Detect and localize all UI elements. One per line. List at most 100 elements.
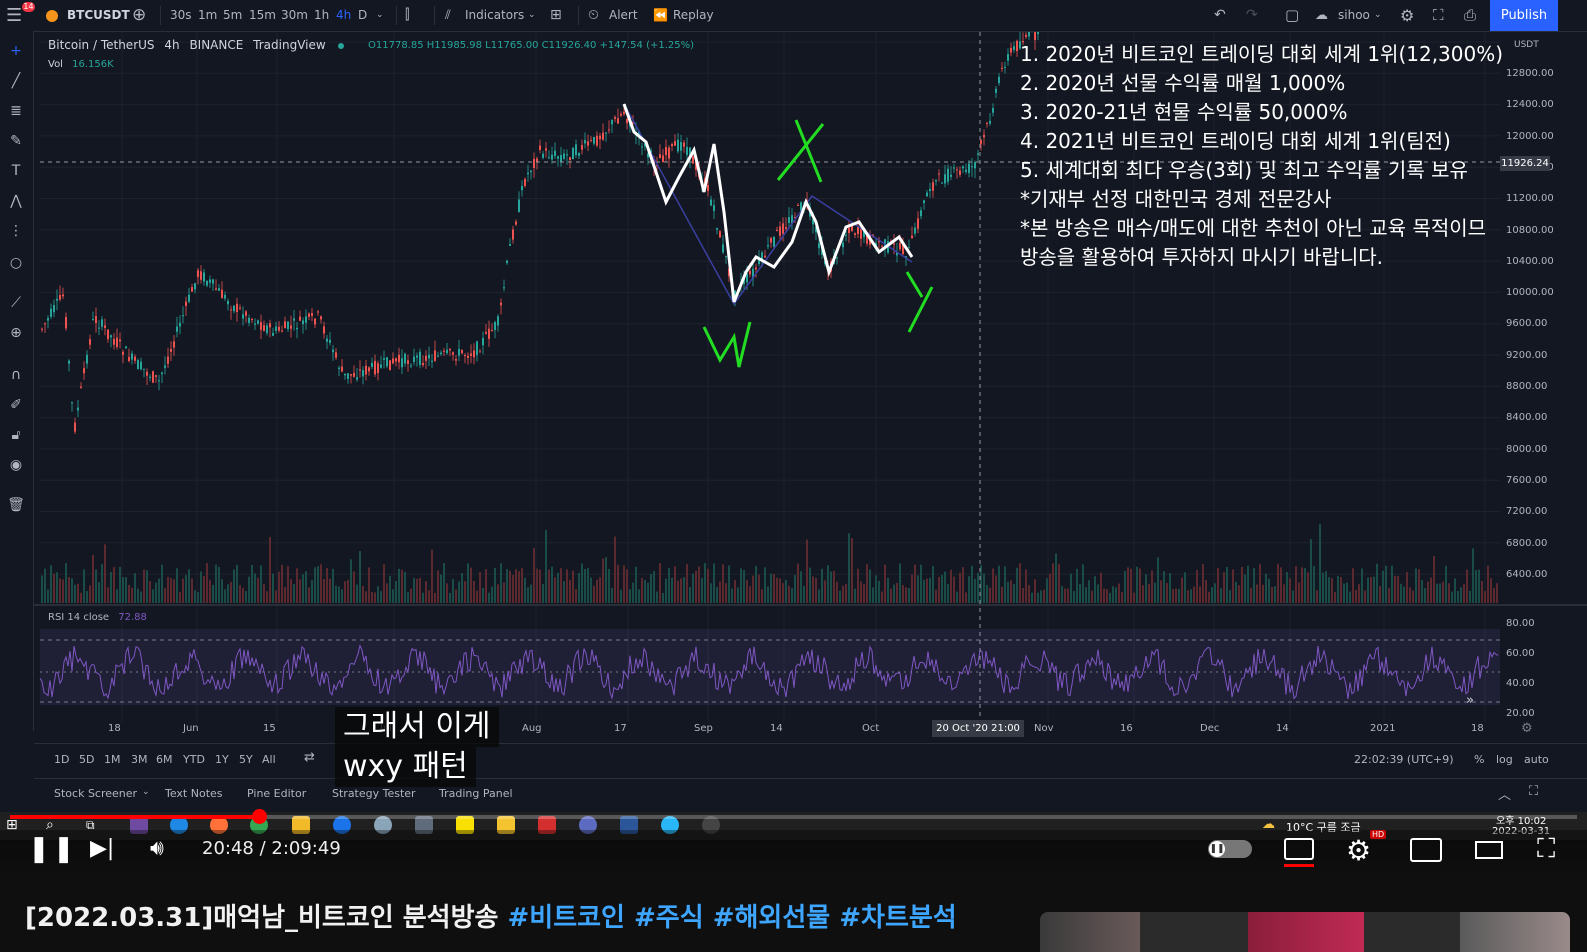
- log-scale-toggle[interactable]: log: [1496, 753, 1513, 766]
- telegram-icon[interactable]: [661, 816, 679, 834]
- circle-shape-icon[interactable]: ○: [9, 255, 23, 271]
- subtitles-icon[interactable]: [1284, 838, 1314, 860]
- symbol-search-button[interactable]: BTCUSDT: [67, 8, 130, 22]
- trash-icon[interactable]: 🗑︎: [7, 497, 25, 513]
- app-icon[interactable]: [130, 816, 148, 834]
- chrome-profile-icon[interactable]: [579, 816, 597, 834]
- edge-icon[interactable]: [170, 816, 188, 834]
- replay-button[interactable]: Replay: [673, 8, 714, 22]
- settings-gear-icon[interactable]: ⚙: [1400, 6, 1415, 25]
- magnet-icon[interactable]: ∩: [10, 367, 22, 383]
- eye-icon[interactable]: ◉: [9, 457, 23, 473]
- pause-icon[interactable]: ❚❚: [28, 834, 78, 864]
- sticky-notes-icon[interactable]: [497, 816, 515, 834]
- maximize-panel-icon[interactable]: ⛶: [1529, 784, 1539, 799]
- firefox-icon[interactable]: [210, 816, 228, 834]
- candle-type-icon[interactable]: ⫿: [405, 7, 410, 23]
- crosshair-icon[interactable]: +: [10, 43, 22, 59]
- undo-icon[interactable]: ↶: [1214, 7, 1226, 23]
- range-button[interactable]: 1Y: [215, 753, 229, 766]
- lock-icon[interactable]: 🔓︎: [11, 427, 21, 443]
- network-app-icon[interactable]: [374, 816, 392, 834]
- zoom-in-icon[interactable]: ⊕: [10, 325, 22, 341]
- progress-scrubber[interactable]: [252, 809, 268, 824]
- task-view-icon[interactable]: ⧉: [86, 818, 95, 832]
- calculator-icon[interactable]: [415, 816, 433, 834]
- hashtag-link[interactable]: #비트코인: [507, 903, 625, 933]
- layout-square-icon[interactable]: ▢: [1285, 6, 1300, 24]
- price-chart[interactable]: [34, 32, 1587, 742]
- obs-icon[interactable]: [702, 816, 720, 834]
- indicators-button[interactable]: Indicators: [465, 8, 525, 22]
- chart-legend[interactable]: Bitcoin / TetherUS 4h BINANCE TradingVie…: [48, 38, 352, 52]
- autoplay-toggle[interactable]: ❚❚: [1208, 840, 1252, 858]
- fib-tool-icon[interactable]: ≣: [10, 103, 22, 119]
- redo-icon[interactable]: ↷: [1246, 7, 1258, 23]
- chevron-down-icon[interactable]: ⌄: [376, 10, 384, 20]
- auto-scale-toggle[interactable]: auto: [1524, 753, 1549, 766]
- progress-bar[interactable]: [10, 815, 1577, 819]
- tab-text-notes[interactable]: Text Notes: [165, 787, 223, 800]
- settings-icon[interactable]: ⚙: [1346, 834, 1372, 867]
- volume-icon[interactable]: 🔊︎: [150, 836, 164, 861]
- tab-trading-panel[interactable]: Trading Panel: [439, 787, 513, 800]
- range-button[interactable]: 3M: [131, 753, 148, 766]
- pattern-icon[interactable]: ⋀: [10, 193, 22, 209]
- percent-scale-toggle[interactable]: %: [1474, 753, 1485, 766]
- text-tool-icon[interactable]: T: [11, 163, 21, 179]
- stay-drawing-icon[interactable]: ✐: [10, 397, 22, 413]
- trend-line-icon[interactable]: ╱: [11, 73, 21, 89]
- compare-add-icon[interactable]: ⊕: [132, 5, 147, 25]
- menu-icon[interactable]: ☰: [6, 5, 23, 26]
- range-button[interactable]: All: [262, 753, 276, 766]
- hashtag-link[interactable]: #차트분석: [839, 903, 957, 933]
- interval-1m[interactable]: 1m: [198, 8, 218, 22]
- templates-grid-icon[interactable]: ⊞: [550, 7, 562, 23]
- layout-name-button[interactable]: sihoo: [1338, 8, 1370, 22]
- thumbnail-image[interactable]: [1460, 912, 1570, 952]
- chevron-down-icon[interactable]: ⌄: [142, 787, 150, 797]
- interval-30m[interactable]: 30m: [281, 8, 308, 22]
- word-icon[interactable]: [620, 816, 638, 834]
- range-button[interactable]: 5Y: [239, 753, 253, 766]
- internet-explorer-icon[interactable]: [333, 816, 351, 834]
- camera-icon[interactable]: ⎙: [1464, 6, 1477, 24]
- tab-strategy-tester[interactable]: Strategy Tester: [332, 787, 416, 800]
- interval-5m[interactable]: 5m: [223, 8, 243, 22]
- collapse-panel-icon[interactable]: ︿: [1498, 788, 1512, 803]
- range-button[interactable]: 1D: [54, 753, 70, 766]
- prediction-icon[interactable]: ⋮: [9, 223, 23, 239]
- range-button[interactable]: 1M: [104, 753, 121, 766]
- alert-button[interactable]: Alert: [609, 8, 638, 22]
- hashtag-link[interactable]: #해외선물: [712, 903, 831, 933]
- publish-button[interactable]: Publish: [1490, 0, 1558, 31]
- thumbnail-image[interactable]: [1248, 912, 1364, 952]
- theater-mode-icon[interactable]: [1475, 841, 1503, 859]
- windows-start-icon[interactable]: ⊞: [6, 817, 18, 833]
- folder-icon[interactable]: [292, 816, 310, 834]
- chevron-down-icon[interactable]: ⌄: [528, 10, 536, 20]
- interval-1h[interactable]: 1h: [314, 8, 330, 22]
- interval-15m[interactable]: 15m: [249, 8, 276, 22]
- tab-pine-editor[interactable]: Pine Editor: [247, 787, 307, 800]
- interval-4h[interactable]: 4h: [336, 8, 352, 22]
- range-button[interactable]: 5D: [79, 753, 95, 766]
- ruler-icon[interactable]: ⟋: [11, 295, 21, 311]
- range-button[interactable]: YTD: [183, 753, 205, 766]
- interval-30s[interactable]: 30s: [170, 8, 192, 22]
- next-icon[interactable]: ▶|: [90, 836, 115, 861]
- scroll-to-realtime-icon[interactable]: »: [1466, 693, 1474, 708]
- kakaotalk-icon[interactable]: [456, 816, 474, 834]
- axis-settings-icon[interactable]: ⚙: [1521, 721, 1533, 736]
- miniplayer-icon[interactable]: [1410, 838, 1442, 862]
- chevron-down-icon[interactable]: ⌄: [1374, 10, 1382, 20]
- fullscreen-icon[interactable]: ⛶: [1537, 834, 1556, 864]
- media-app-icon[interactable]: [538, 816, 556, 834]
- fullscreen-icon[interactable]: ⛶: [1433, 6, 1444, 24]
- brush-icon[interactable]: ✎: [10, 133, 22, 149]
- hashtag-link[interactable]: #주식: [634, 903, 704, 933]
- thumbnail-image[interactable]: [1040, 912, 1140, 952]
- date-range-icon[interactable]: ⇄: [304, 750, 315, 765]
- clock-label[interactable]: 22:02:39 (UTC+9): [1354, 753, 1454, 766]
- tab-stock-screener[interactable]: Stock Screener: [54, 787, 138, 800]
